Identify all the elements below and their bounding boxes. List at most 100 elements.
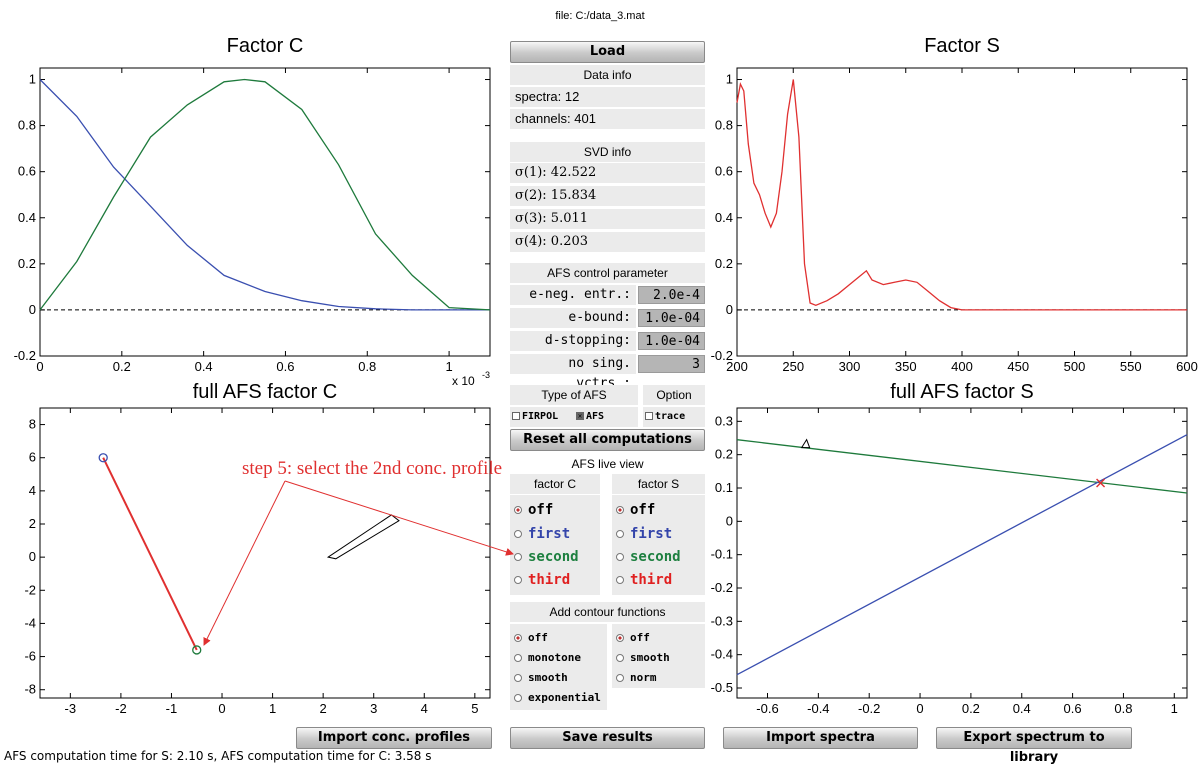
live-s-off[interactable]: off (612, 500, 705, 520)
x-tick-label: 0.6 (1064, 701, 1082, 716)
y-tick-label: 0.4 (18, 210, 36, 225)
radio-icon (514, 694, 522, 702)
option-label: smooth (528, 671, 568, 684)
x-tick-label: 0 (36, 359, 43, 374)
svd-value-4: σ(4): 0.203 (510, 232, 705, 252)
contour-left-off[interactable]: off (510, 628, 607, 648)
live-c-off[interactable]: off (510, 500, 600, 520)
param-label-ebound: e-bound: (510, 308, 636, 328)
contour-right-off[interactable]: off (612, 628, 705, 648)
param-label-eneg: e-neg. entr.: (510, 285, 636, 305)
contour-right-smooth[interactable]: smooth (612, 648, 705, 668)
x-tick-label: 1 (445, 359, 452, 374)
x-multiplier-exponent: -3 (482, 370, 490, 380)
x-tick-label: -0.6 (756, 701, 778, 716)
channels-count: channels: 401 (510, 109, 705, 129)
afs-checkbox[interactable]: ✕ AFS (572, 407, 638, 427)
live-c-first[interactable]: first (510, 524, 600, 544)
param-input-dstopping[interactable]: 1.0e-04 (638, 332, 705, 350)
y-tick-label: 0.3 (715, 413, 733, 428)
factor-s-title: Factor S (924, 35, 1000, 57)
live-c-second[interactable]: second (510, 547, 600, 567)
trace-checkbox[interactable]: trace (643, 407, 705, 427)
y-tick-label: 0 (29, 549, 36, 564)
full-afs-c-plot[interactable]: -3 -2 -1 0 1 2 3 4 5 -8 -6 -4 -2 0 2 4 6 8 (0, 400, 500, 730)
y-tick-label: 0.6 (715, 164, 733, 179)
export-spectrum-button[interactable]: Export spectrum to library (936, 727, 1132, 765)
y-tick-label: -0.1 (711, 547, 733, 562)
radio-icon (514, 654, 522, 662)
y-tick-label: 6 (29, 450, 36, 465)
y-tick-label: 4 (29, 483, 36, 498)
firpol-checkbox[interactable]: FIRPOL (510, 407, 572, 427)
spectra-count: spectra: 12 (510, 87, 705, 107)
param-input-eneg[interactable]: 2.0e-4 (638, 286, 705, 304)
load-button[interactable]: Load (510, 41, 705, 63)
contour-title: Add contour functions (510, 602, 705, 622)
x-tick-label: 4 (421, 701, 428, 716)
x-tick-label: 0.4 (1013, 701, 1031, 716)
option-title: Option (643, 385, 705, 405)
contour-left-exponential[interactable]: exponential (510, 688, 607, 708)
radio-icon (514, 674, 522, 682)
live-c-third[interactable]: third (510, 570, 600, 590)
type-of-afs-title: Type of AFS (510, 385, 638, 405)
factor-s-plot[interactable]: 200 250 300 350 400 450 500 550 600 -0.2 0 0.2 0.4 0.… (690, 60, 1200, 390)
live-s-second[interactable]: second (612, 547, 705, 567)
file-label: file: C:/data_3.mat (555, 10, 645, 22)
x-tick-label: 500 (1064, 359, 1086, 374)
option-label: monotone (528, 651, 581, 664)
x-tick-label: 0.8 (1114, 701, 1132, 716)
y-tick-label: 0.8 (18, 118, 36, 133)
x-tick-label: 0.2 (113, 359, 131, 374)
x-tick-label: 0 (916, 701, 923, 716)
y-tick-label: -0.2 (711, 348, 733, 363)
contour-left-smooth[interactable]: smooth (510, 668, 607, 688)
x-tick-label: 2 (320, 701, 327, 716)
y-tick-label: -0.5 (711, 680, 733, 695)
svd-value-1: σ(1): 42.522 (510, 163, 705, 183)
x-tick-label: 300 (839, 359, 861, 374)
contour-left-monotone[interactable]: monotone (510, 648, 607, 668)
option-label: second (630, 549, 681, 565)
afs-s-small-mark (800, 438, 811, 449)
radio-icon (514, 553, 522, 561)
radio-icon (616, 654, 624, 662)
radio-icon (514, 634, 522, 642)
afs-control-title: AFS control parameter (510, 263, 705, 283)
factor-s-series-1 (736, 79, 1187, 311)
live-s-first[interactable]: first (612, 524, 705, 544)
save-results-button[interactable]: Save results (510, 727, 705, 749)
factor-c-series-2 (39, 78, 491, 311)
param-input-nsv[interactable]: 3 (638, 355, 705, 373)
import-spectra-button[interactable]: Import spectra (723, 727, 918, 749)
y-tick-label: -6 (24, 649, 36, 664)
afs-c-wedge (326, 514, 400, 560)
x-tick-label: 3 (370, 701, 377, 716)
status-text: AFS computation time for S: 2.10 s, AFS … (4, 749, 432, 763)
radio-icon (616, 634, 624, 642)
live-s-third[interactable]: third (612, 570, 705, 590)
x-tick-label: 0 (218, 701, 225, 716)
plot-frame (39, 67, 491, 357)
x-tick-label: 0.6 (276, 359, 294, 374)
option-label: smooth (630, 651, 670, 664)
svd-value-2: σ(2): 15.834 (510, 186, 705, 206)
radio-icon (616, 506, 624, 514)
y-tick-label: 0 (726, 513, 733, 528)
svd-value-3: σ(3): 5.011 (510, 209, 705, 229)
import-conc-profiles-button[interactable]: Import conc. profiles (296, 727, 492, 749)
factor-c-label: factor C (510, 474, 600, 494)
svd-info-title: SVD info (510, 142, 705, 162)
factor-c-plot[interactable]: 0 0.2 0.4 0.6 0.8 1-0.200.20.40.60.81x 10 -3 (0, 60, 500, 390)
reset-computations-button[interactable]: Reset all computations (510, 429, 705, 451)
trace-check-icon (645, 412, 653, 420)
x-tick-label: 0.4 (195, 359, 213, 374)
y-tick-label: -0.2 (711, 580, 733, 595)
y-tick-label: -8 (24, 682, 36, 697)
y-tick-label: -4 (24, 615, 36, 630)
param-input-ebound[interactable]: 1.0e-04 (638, 309, 705, 327)
option-label: norm (630, 671, 657, 684)
contour-right-norm[interactable]: norm (612, 668, 705, 688)
full-afs-s-plot[interactable]: -0.6 -0.4 -0.2 0 0.2 0.4 0.6 0.8 1 -0.5 -0.4 -0.3 -0… (690, 400, 1200, 730)
